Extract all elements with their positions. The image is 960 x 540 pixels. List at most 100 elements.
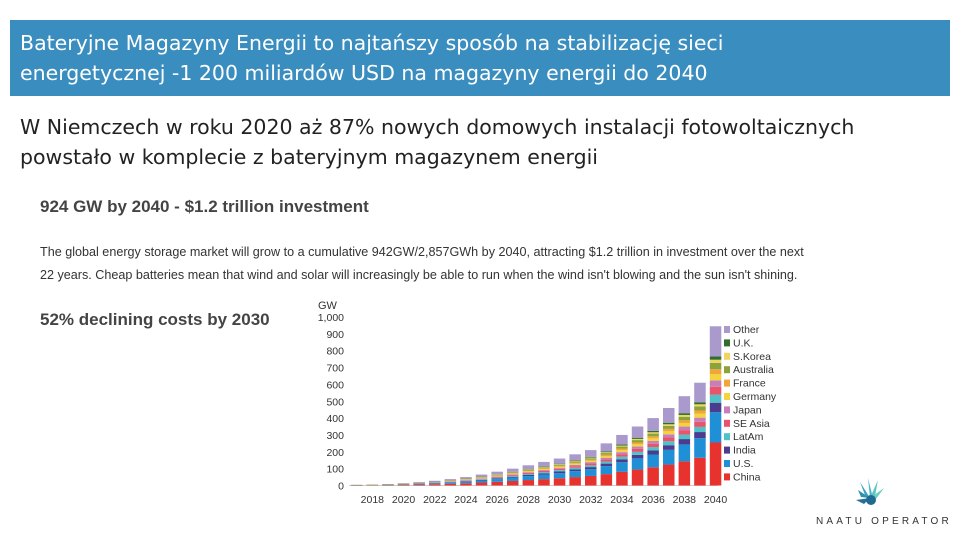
bar-segment-u-s- (600, 466, 613, 475)
bar-segment-s-korea (647, 432, 659, 434)
legend-label: U.S. (733, 458, 753, 470)
bar-segment-other (694, 382, 706, 403)
bar-segment-china (585, 475, 597, 486)
bar-segment-other (585, 450, 597, 457)
x-tick-label: 2036 (641, 494, 665, 506)
legend-swatch (724, 433, 730, 441)
bar-segment-latam (475, 479, 488, 480)
bar-segment-china (569, 477, 581, 486)
bar-segment-australia (569, 461, 581, 463)
bar-segment-china (522, 480, 535, 486)
legend-label: Japan (733, 404, 762, 416)
bar-segment-india (491, 478, 503, 480)
bar-segment-australia (663, 425, 675, 429)
bar-segment-germany (663, 431, 675, 435)
bar-segment-china (678, 461, 691, 486)
bar-segment-latam (569, 467, 581, 470)
bar-segment-u-k- (631, 437, 644, 439)
bar-segment-latam (538, 472, 550, 474)
bar-segment-s-korea (663, 424, 675, 426)
bar-segment-se-asia (678, 430, 691, 435)
bar-segment-latam (663, 441, 675, 446)
bar-segment-india (663, 445, 675, 450)
bar-segment-india (538, 473, 550, 475)
bar-segment-s-korea (569, 460, 581, 462)
bar-segment-australia (491, 474, 503, 476)
bar-segment-se-asia (538, 470, 550, 473)
bar-segment-germany (678, 422, 691, 427)
bar-segment-u-s- (585, 469, 597, 476)
bar-segment-china (429, 484, 441, 486)
intro-line-2: powstało w komplecie z bateryjnym magazy… (20, 145, 598, 169)
bar-segment-india (694, 432, 706, 439)
cost-heading: 52% declining costs by 2030 (40, 310, 270, 329)
bar-segment-other (538, 461, 550, 467)
x-tick-label: 2030 (548, 494, 572, 506)
legend-swatch (724, 406, 730, 414)
bar-segment-japan (491, 476, 503, 477)
legend-swatch (724, 339, 730, 347)
bar-segment-u-s- (631, 458, 644, 470)
bar-segment-se-asia (709, 386, 722, 395)
bar-segment-latam (585, 465, 597, 468)
legend-label: Germany (733, 391, 777, 403)
bar-segment-australia (694, 406, 706, 411)
bar-segment-japan (647, 441, 659, 444)
bar-segment-china (538, 479, 550, 486)
legend-label: SE Asia (733, 418, 770, 430)
bar-segment-france (585, 459, 597, 461)
bar-segment-india (709, 402, 722, 413)
bar-segment-u-s- (522, 476, 535, 481)
legend-swatch (724, 460, 730, 467)
bar-segment-germany (522, 471, 535, 473)
bar-segment-u-s- (569, 471, 581, 478)
bar-segment-china (600, 474, 613, 486)
y-tick-label: 400 (326, 413, 344, 425)
bar-segment-s-korea (553, 464, 566, 465)
x-tick-label: 2028 (517, 494, 541, 506)
bar-segment-u-s- (709, 412, 722, 443)
bar-segment-india (475, 479, 488, 481)
bar-segment-japan (631, 446, 644, 449)
bar-segment-u-s- (616, 462, 628, 472)
legend-swatch (724, 326, 730, 333)
legend-swatch (724, 473, 730, 481)
x-tick-label: 2020 (392, 494, 416, 506)
bar-segment-latam (647, 447, 659, 451)
x-tick-label: 2026 (485, 494, 509, 506)
bar-segment-se-asia (694, 421, 706, 427)
bar-segment-se-asia (647, 443, 659, 448)
bar-segment-se-asia (553, 468, 566, 471)
bar-segment-u-s- (553, 473, 566, 479)
bar-segment-latam (491, 477, 503, 479)
bar-segment-other (663, 407, 675, 423)
x-tick-label: 2034 (610, 494, 634, 506)
bar-segment-u-k- (600, 451, 613, 453)
bar-segment-japan (585, 462, 597, 464)
infographic-desc-line-2: 22 years. Cheap batteries mean that wind… (40, 268, 798, 282)
y-axis-label: GW (318, 300, 338, 312)
bar-segment-china (460, 483, 472, 486)
bar-segment-india (553, 471, 566, 474)
bar-segment-france (522, 470, 535, 472)
bar-segment-u-s- (444, 482, 457, 484)
bar-segment-other (444, 479, 457, 481)
bar-segment-s-korea (678, 414, 691, 417)
bar-segment-france (694, 410, 706, 414)
bar-segment-u-k- (709, 356, 722, 360)
bar-segment-latam (600, 461, 613, 464)
bar-segment-other (507, 468, 519, 472)
bar-segment-se-asia (616, 454, 628, 457)
bar-segment-u-k- (678, 413, 691, 415)
bar-segment-other (553, 458, 566, 464)
title-line-1: Bateryjne Magazyny Energii to najtańszy … (20, 31, 724, 55)
bar-segment-australia (678, 416, 691, 421)
bar-segment-india (616, 459, 628, 463)
bar-segment-se-asia (631, 448, 644, 452)
bar-segment-other (600, 443, 613, 452)
bar-segment-latam (631, 451, 644, 455)
bar-segment-se-asia (507, 475, 519, 476)
bar-segment-china (553, 478, 566, 486)
bar-segment-germany (694, 413, 706, 418)
bar-segment-india (600, 463, 613, 467)
